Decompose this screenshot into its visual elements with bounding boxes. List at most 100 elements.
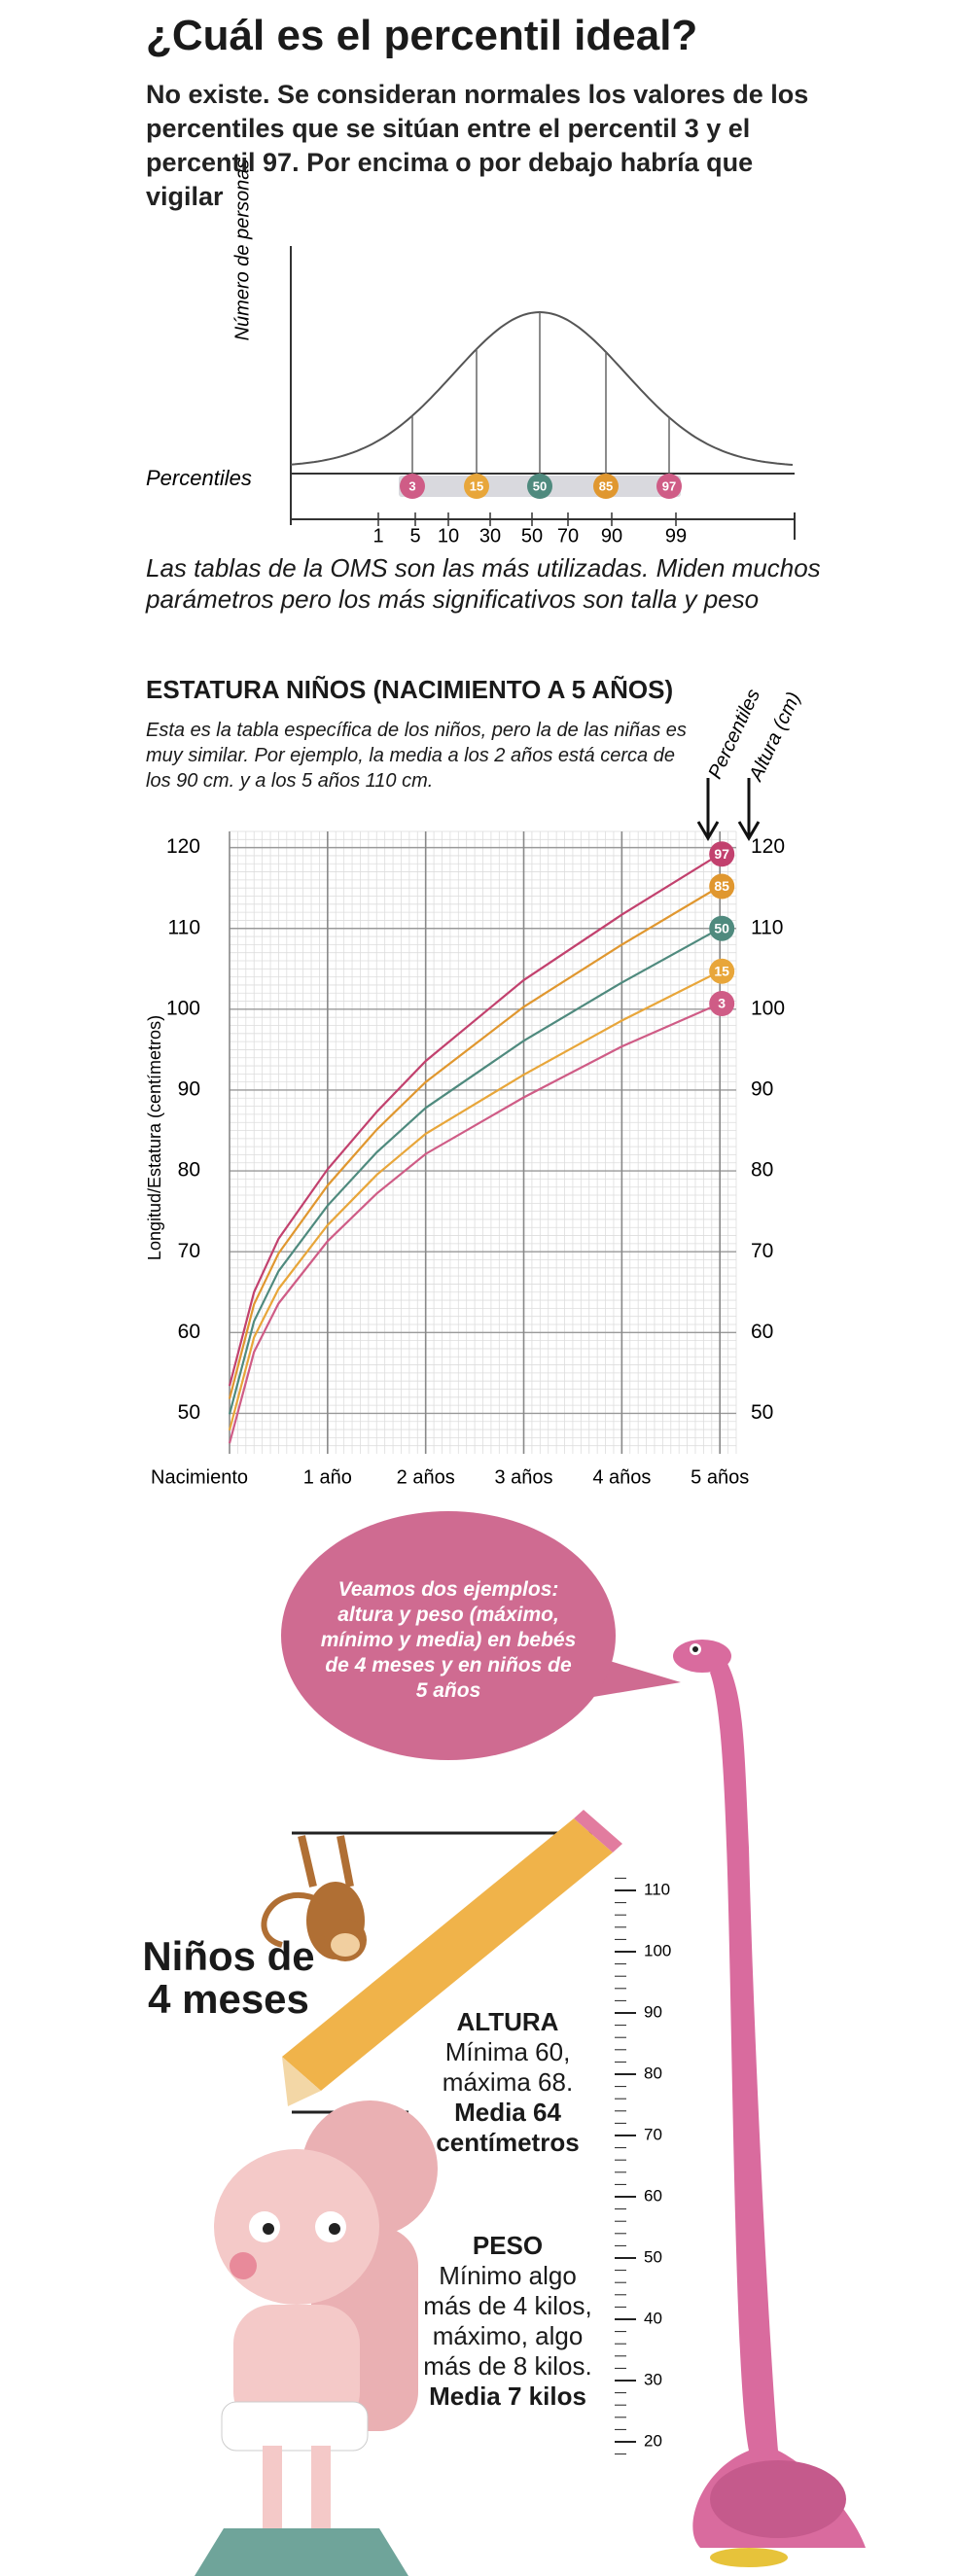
- percentile-marker: [464, 474, 489, 499]
- chart-title: ESTATURA NIÑOS (NACIMIENTO A 5 AÑOS): [146, 675, 674, 704]
- title: ¿Cuál es el percentil ideal?: [146, 12, 698, 59]
- series-line: [228, 970, 721, 1431]
- legend-marker: [709, 841, 735, 867]
- series-line: [228, 885, 721, 1399]
- bell-curve: [290, 310, 794, 466]
- ruler-label: 30: [644, 2370, 662, 2388]
- speech-bubble: [281, 1511, 616, 1760]
- y-tick-label: 80: [751, 1159, 773, 1182]
- bell-row-label: Percentiles: [146, 466, 252, 490]
- example-title: Niños de 4 meses: [142, 1933, 315, 2022]
- y-tick-label: 90: [751, 1078, 773, 1101]
- percentile-marker-label: 3: [408, 478, 415, 493]
- y-tick-label: 90: [178, 1078, 200, 1101]
- y-tick-label: 80: [178, 1159, 200, 1182]
- ruler-label: 50: [644, 2247, 662, 2266]
- axis-label: 90: [601, 525, 622, 547]
- x-tick-label: 4 años: [592, 1466, 651, 1488]
- peso-block: PESO Mínimo algo más de 4 kilos, máximo, …: [420, 2231, 595, 2412]
- ruler-label: 80: [644, 2064, 662, 2082]
- legend-marker: [709, 991, 735, 1017]
- pencil-tip: [282, 2057, 321, 2106]
- leg: [311, 2446, 331, 2528]
- subtitle: No existe. Se consideran normales los va…: [146, 80, 809, 211]
- legend-label: 97: [714, 846, 729, 862]
- y-tick-label: 70: [178, 1240, 200, 1262]
- y-tick-label: 100: [166, 997, 200, 1019]
- dinosaur-head: [673, 1640, 731, 1673]
- pencil-eraser: [574, 1810, 622, 1853]
- axis-label: 5: [409, 525, 420, 547]
- text: Mínima 60, máxima 68.: [442, 2037, 574, 2097]
- series-line: [228, 927, 721, 1415]
- arrow-head: [696, 821, 720, 841]
- legend-label: 85: [714, 878, 729, 894]
- dinosaur-feet: [710, 2548, 788, 2567]
- monkey-tail: [261, 1892, 323, 1948]
- y-tick-label: 120: [751, 835, 785, 858]
- y-tick-label: 100: [751, 997, 785, 1019]
- legend-marker: [709, 958, 735, 984]
- axis-label: 10: [438, 525, 459, 547]
- axis-label: 1: [372, 525, 383, 547]
- cheek: [230, 2252, 257, 2279]
- axis-label: 50: [521, 525, 543, 547]
- ruler-label: 90: [644, 2002, 662, 2021]
- x-tick-label: 2 años: [397, 1466, 455, 1488]
- series-line: [228, 1002, 721, 1444]
- dinosaur-belly: [710, 2460, 846, 2538]
- monkey-face: [331, 1933, 360, 1957]
- growth-chart: 50 50 60 60 70 70 80 80 90 90 100 100 110 110 120 120 Na…: [145, 686, 805, 1488]
- pencil: [282, 1818, 613, 2091]
- bold-text: Media 64 centímetros: [436, 2098, 580, 2157]
- percentile-marker-label: 15: [470, 478, 483, 493]
- dinosaur-body: [692, 1658, 866, 2548]
- ruler-label: 110: [644, 1880, 670, 1898]
- heading: PESO: [472, 2231, 544, 2260]
- text: Mínimo algo más de 4 kilos, máximo, algo…: [423, 2261, 592, 2381]
- y-tick-label: 60: [178, 1321, 200, 1343]
- axis-label: 70: [557, 525, 579, 547]
- caption: Las tablas de la OMS son las más utiliza…: [146, 553, 821, 614]
- axis-label: 99: [665, 525, 687, 547]
- heading: ALTURA: [456, 2007, 559, 2036]
- ruler: 110 100 90 80 70 60 50 40 30 20: [615, 1877, 671, 2455]
- ruler-label: 20: [644, 2431, 662, 2450]
- diaper: [221, 2401, 369, 2452]
- pupil: [263, 2223, 274, 2235]
- y-tick-label: 110: [751, 916, 783, 938]
- baby-head: [214, 2149, 379, 2305]
- monkey-arm: [298, 1835, 317, 1888]
- pupil: [329, 2223, 340, 2235]
- x-tick-label: Nacimiento: [151, 1466, 248, 1488]
- bubble-text: Veamos dos ejemplos: altura y peso (máxi…: [320, 1578, 577, 1702]
- altura-block: ALTURA Mínima 60, máxima 68. Media 64 cen…: [420, 2007, 595, 2158]
- percentile-marker: [527, 474, 552, 499]
- x-tick-label: 3 años: [494, 1466, 552, 1488]
- percentile-marker: [593, 474, 619, 499]
- ruler-label: 70: [644, 2125, 662, 2143]
- x-tick-label: 1 año: [303, 1466, 352, 1488]
- arrow-head: [737, 821, 761, 841]
- percentile-marker-label: 97: [662, 478, 676, 493]
- ruler-label: 100: [644, 1941, 671, 1959]
- percentile-marker: [656, 474, 682, 499]
- legend-label: 3: [718, 996, 726, 1011]
- legend-label: 50: [714, 920, 729, 935]
- bold-text: Media 7 kilos: [429, 2382, 586, 2411]
- axis-label: 30: [479, 525, 501, 547]
- pupil: [692, 1646, 698, 1652]
- y-tick-label: 70: [751, 1240, 773, 1262]
- y-tick-label: 50: [178, 1401, 200, 1424]
- ruler-label: 40: [644, 2309, 662, 2327]
- monkey-arm: [337, 1835, 354, 1888]
- bell-diagram: 3 15 50 85 971 5 10 30 50 70 90 99: [290, 310, 794, 547]
- scale: [195, 2528, 408, 2576]
- percentile-marker-label: 85: [599, 478, 613, 493]
- legend-label: 15: [714, 963, 729, 978]
- percentile-marker-label: 50: [533, 478, 547, 493]
- y-axis-label: Longitud/Estatura (centímetros): [145, 1015, 164, 1260]
- leg: [263, 2446, 282, 2528]
